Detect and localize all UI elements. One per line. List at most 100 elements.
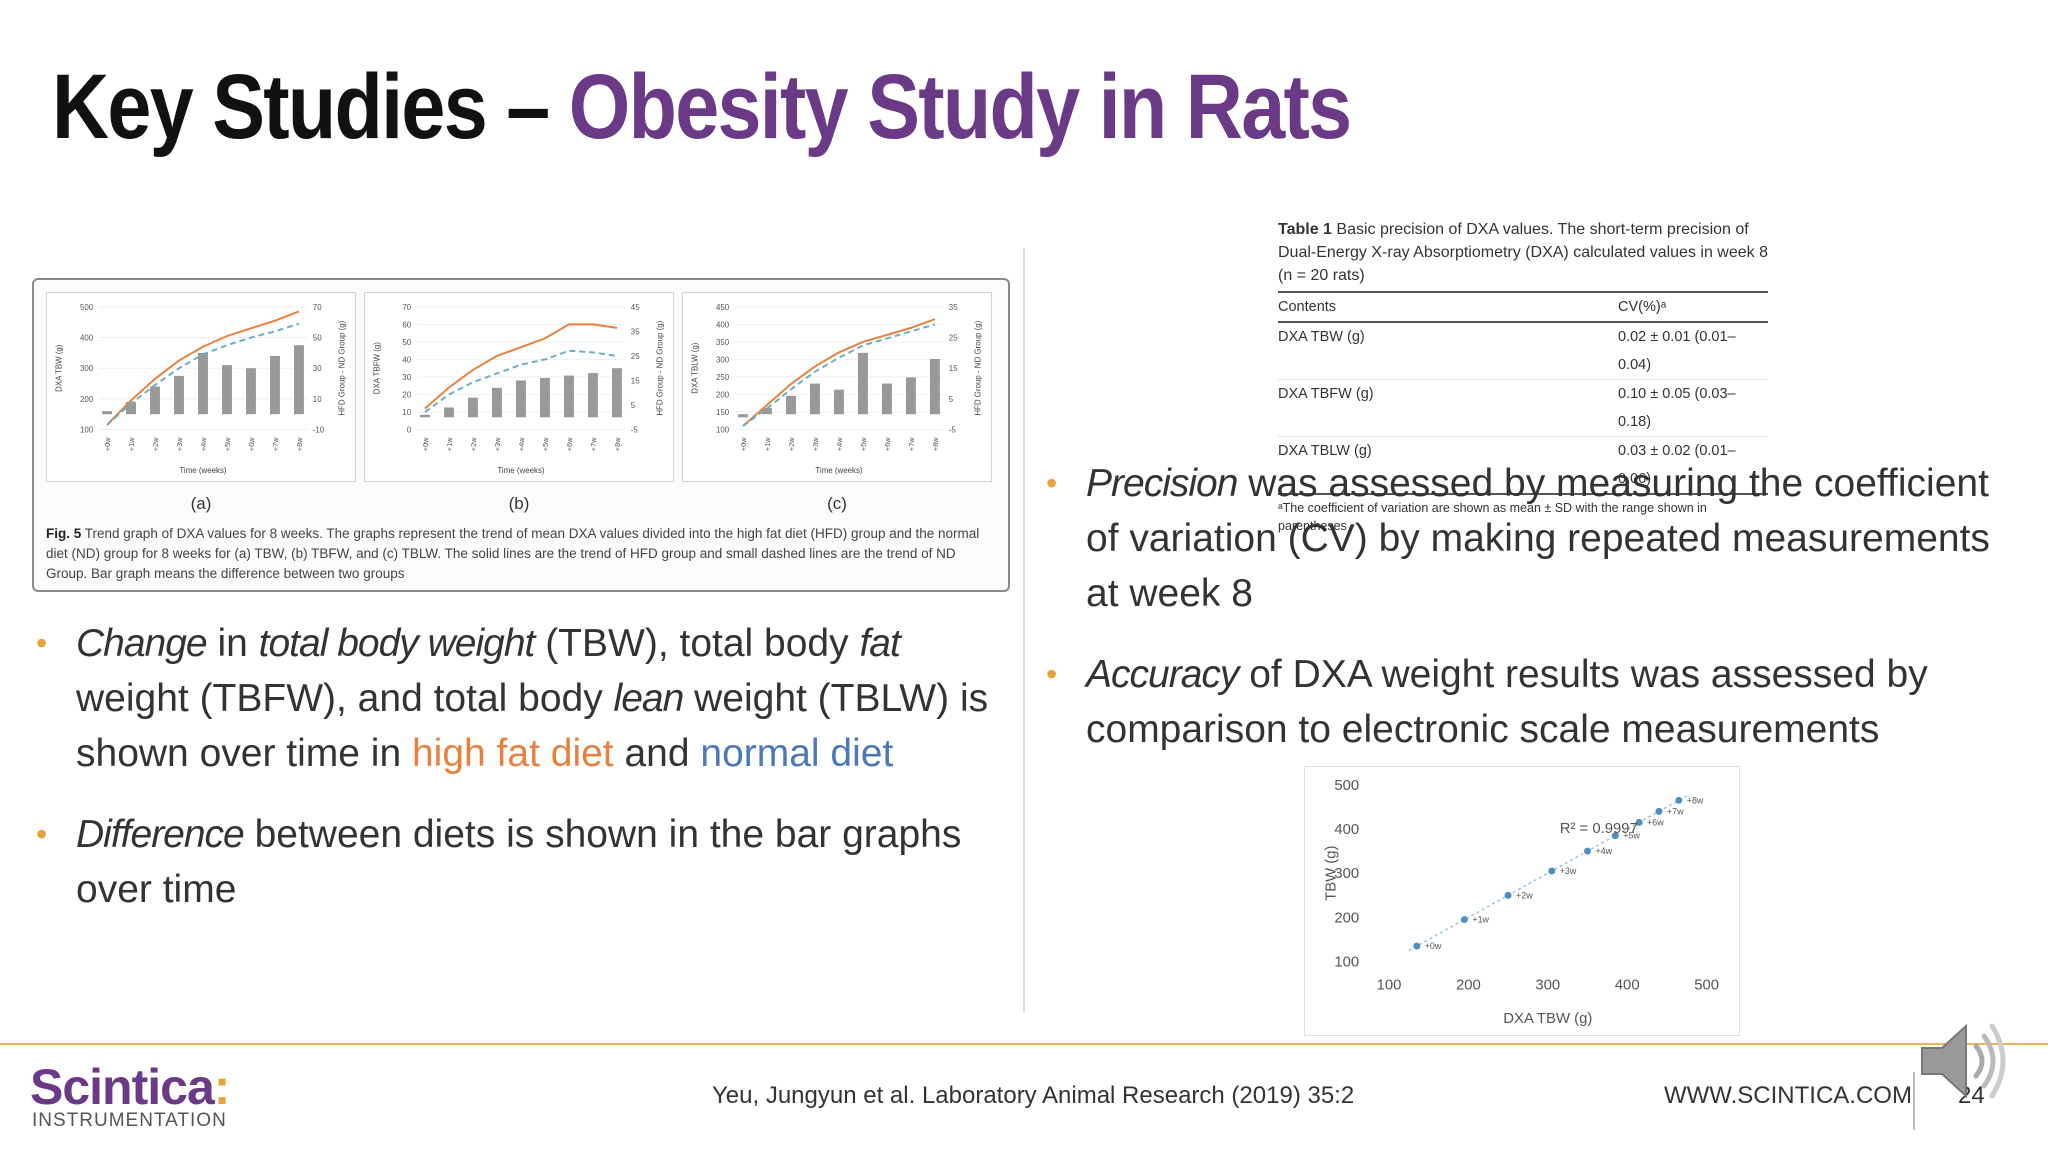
nd-trend-line xyxy=(424,349,618,413)
x-tick: 500 xyxy=(1694,977,1719,993)
y-left-tick: 70 xyxy=(402,303,411,312)
y-left-tick: 500 xyxy=(80,303,94,312)
difference-bar xyxy=(906,377,916,415)
right-bullet-list: Precision was assessed by measuring the … xyxy=(1044,456,2024,783)
x-tick: +4w xyxy=(517,437,526,451)
x-tick: +5w xyxy=(223,437,232,451)
x-tick: +5w xyxy=(541,437,550,451)
difference-bar xyxy=(270,355,280,415)
y-tick: 400 xyxy=(1334,822,1359,838)
x-axis-label: Time (weeks) xyxy=(179,466,227,475)
difference-bar xyxy=(126,401,136,415)
figure-panel: 500 400 300 200 100 70 50 30 10 -10 DXA TBW (g) HFD… xyxy=(32,278,1010,592)
point-label: +3w xyxy=(1560,866,1577,876)
y-tick: 100 xyxy=(1334,955,1359,971)
y-left-tick: 100 xyxy=(80,426,94,435)
y-right-tick: 5 xyxy=(631,401,636,410)
graph-letter-c: (c) xyxy=(827,494,847,513)
bullet-accuracy: Accuracy of DXA weight results was asses… xyxy=(1044,647,2024,757)
y-right-tick: 15 xyxy=(949,364,958,373)
logo-colon: : xyxy=(213,1059,231,1115)
x-tick: +1w xyxy=(445,437,454,451)
x-tick: 200 xyxy=(1456,977,1481,993)
bullet-difference-w2: between diets is shown in the bar graphs… xyxy=(76,813,962,911)
x-tick: +7w xyxy=(907,437,916,451)
y-left-tick: 10 xyxy=(402,408,411,417)
y-left-tick: 300 xyxy=(80,364,94,373)
point-label: +0w xyxy=(1425,941,1442,951)
y-left-axis-label: DXA TBFW (g) xyxy=(372,342,381,394)
y-left-tick: 50 xyxy=(402,338,411,347)
x-tick: +2w xyxy=(469,437,478,451)
graph-letter-a: (a) xyxy=(190,494,212,513)
scatter-point xyxy=(1584,847,1591,855)
bullet-change-w7: lean xyxy=(613,677,685,720)
bullet-change-w10: and xyxy=(613,732,701,775)
table-row: DXA TBW (g) 0.02 ± 0.01 (0.01–0.04) xyxy=(1278,323,1768,380)
hfd-trend-line xyxy=(106,310,300,426)
table-cell: DXA TBW (g) xyxy=(1278,329,1365,345)
scatter-point xyxy=(1548,867,1556,875)
difference-bar xyxy=(246,368,256,415)
x-axis-label: Time (weeks) xyxy=(815,466,863,475)
x-tick: +3w xyxy=(493,437,502,451)
graph-letter-b: (b) xyxy=(508,494,530,513)
bullet-difference: Difference between diets is shown in the… xyxy=(34,807,994,917)
y-left-tick: 400 xyxy=(716,320,730,329)
accuracy-scatter-chart: 500 400 300 200 100 100 200 300 400 500 DXA TBW (g… xyxy=(1304,766,1740,1036)
y-left-tick: 300 xyxy=(716,355,730,364)
difference-bar xyxy=(150,386,160,415)
y-right-tick: 25 xyxy=(949,333,958,342)
graph-b: 70 60 50 40 30 20 10 0 45 35 25 15 5 -5 DXA TBFW (g) HF… xyxy=(364,292,674,482)
x-tick: +6w xyxy=(247,437,256,451)
slide-title: Key Studies – Obesity Study in Rats xyxy=(52,52,1352,162)
scatter-point xyxy=(1504,891,1512,899)
trendline xyxy=(1408,795,1688,952)
title-part2: Obesity Study in Rats xyxy=(568,56,1352,158)
difference-bar xyxy=(516,380,526,418)
y-left-tick: 40 xyxy=(402,355,411,364)
x-tick: +0w xyxy=(739,437,748,451)
y-left-tick: 200 xyxy=(80,395,94,404)
y-right-axis-label: HFD Group - ND Group (g) xyxy=(973,320,982,415)
y-left-tick: 250 xyxy=(716,373,730,382)
nd-trend-line xyxy=(742,323,936,427)
y-right-tick: 30 xyxy=(313,364,322,373)
difference-bar xyxy=(222,365,232,415)
x-axis-label: DXA TBW (g) xyxy=(1503,1011,1592,1027)
scatter-point xyxy=(1635,818,1643,826)
y-left-tick: 350 xyxy=(716,338,730,347)
x-tick: +7w xyxy=(589,437,598,451)
y-left-tick: 150 xyxy=(716,408,730,417)
difference-bar xyxy=(612,368,622,418)
table-header-cv: CV(%)ᵃ xyxy=(1618,299,1667,315)
bullet-change-w2: in xyxy=(206,622,259,665)
y-tick: 200 xyxy=(1334,910,1359,926)
difference-bar xyxy=(102,411,112,415)
x-tick: +0w xyxy=(421,437,430,451)
x-tick: +0w xyxy=(103,437,112,451)
difference-bar xyxy=(468,397,478,418)
point-label: +2w xyxy=(1516,890,1533,900)
table-cell: 0.10 ± 0.05 (0.03–0.18) xyxy=(1618,386,1736,430)
left-bullet-list: Change in total body weight (TBW), total… xyxy=(34,616,994,943)
y-axis-label: TBW (g) xyxy=(1323,845,1339,900)
y-right-tick: 50 xyxy=(313,333,322,342)
logo-text: Scintica xyxy=(30,1059,215,1115)
x-tick: 300 xyxy=(1535,977,1560,993)
difference-bar xyxy=(762,408,772,415)
x-tick: +2w xyxy=(787,437,796,451)
x-tick: +8w xyxy=(613,437,622,451)
scatter-point xyxy=(1413,942,1421,950)
x-tick: +4w xyxy=(835,437,844,451)
y-right-tick: -10 xyxy=(313,426,325,435)
speaker-icon[interactable] xyxy=(1910,1016,2010,1106)
website-link[interactable]: WWW.SCINTICA.COM xyxy=(1664,1082,1912,1109)
difference-bar xyxy=(786,395,796,415)
footer-rule xyxy=(0,1043,2048,1045)
difference-bar xyxy=(588,373,598,418)
x-tick: +2w xyxy=(151,437,160,451)
y-left-tick: 450 xyxy=(716,303,730,312)
x-tick: +3w xyxy=(811,437,820,451)
y-right-tick: -5 xyxy=(949,426,957,435)
